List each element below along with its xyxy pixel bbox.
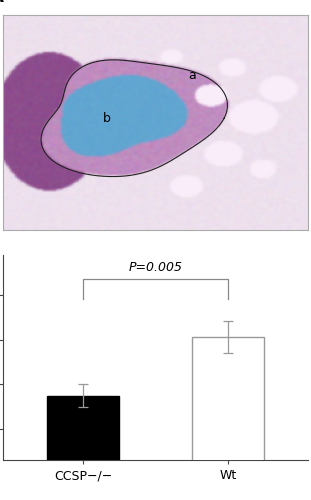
Text: a: a xyxy=(188,68,196,82)
Bar xyxy=(47,396,119,500)
Text: A: A xyxy=(0,0,4,6)
Text: b: b xyxy=(103,112,111,124)
Text: P=0.005: P=0.005 xyxy=(128,261,183,274)
Bar xyxy=(192,337,264,500)
